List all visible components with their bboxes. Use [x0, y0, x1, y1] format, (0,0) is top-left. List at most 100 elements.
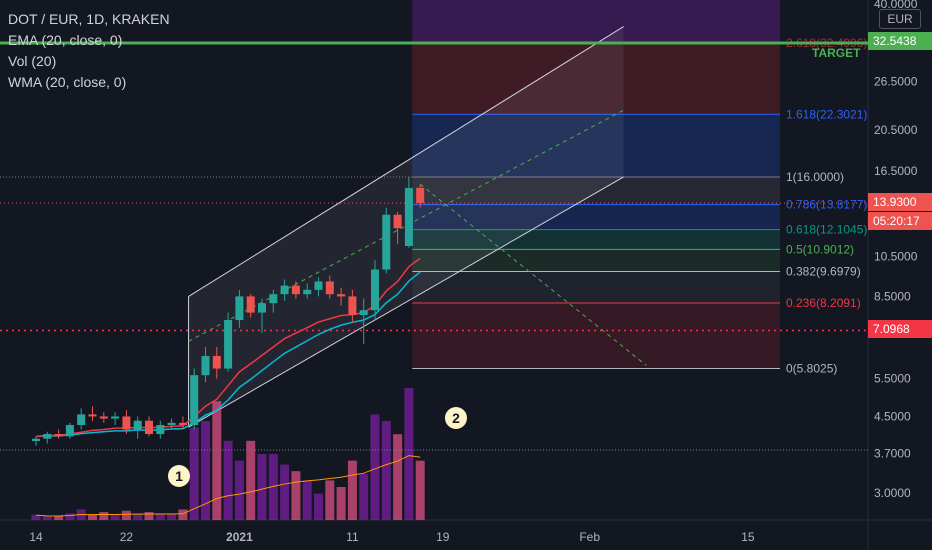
candle-body [99, 416, 108, 419]
candle-body [190, 375, 199, 426]
volume-bar [370, 414, 380, 520]
candle-body [212, 355, 221, 369]
chart-legend: DOT / EUR, 1D, KRAKEN EMA (20, close, 0)… [8, 9, 170, 93]
candle-body [246, 296, 255, 313]
candle-body [133, 420, 142, 430]
volume-bar [381, 421, 391, 520]
wma-indicator-label[interactable]: WMA (20, close, 0) [8, 74, 127, 90]
fib-zone-2.618 [412, 43, 780, 115]
channel-median-line [188, 109, 624, 342]
volume-bar [325, 480, 335, 520]
price-axis-tick: 5.5000 [874, 372, 911, 386]
last-price-tag: 13.9300 [868, 193, 932, 211]
volume-bar [201, 421, 210, 520]
fib-zone-0.5 [412, 249, 780, 272]
support-price-tag: 7.0968 [868, 320, 932, 338]
volume-bar [223, 440, 233, 520]
volume-ma-line [35, 455, 421, 517]
fib-zone-1 [412, 176, 780, 205]
volume-bar [65, 513, 75, 520]
candle-body [201, 355, 210, 376]
volume-bar [167, 513, 177, 520]
price-axis-tick: 8.5000 [874, 289, 911, 303]
fib-zone-top [412, 0, 780, 44]
annotation-marker-2: 2 [445, 407, 467, 429]
fib-level-label-0.382: 0.382(9.6979) [786, 265, 861, 279]
candle-body [325, 281, 334, 295]
time-axis-tick: 19 [436, 530, 450, 544]
time-axis-tick: 15 [741, 530, 755, 544]
channel-upper-line [188, 26, 624, 297]
volume-bar [404, 388, 414, 520]
candle-body [416, 187, 425, 204]
volume-bar [54, 516, 64, 520]
candle-body [43, 434, 52, 439]
volume-bar [88, 514, 97, 520]
price-axis-tick: 20.5000 [874, 123, 918, 137]
candle-body [269, 294, 278, 304]
volume-bar [144, 512, 154, 520]
fib-level-label-0.618: 0.618(12.1045) [786, 223, 867, 237]
candle-body [382, 214, 391, 270]
candle-body [371, 269, 379, 311]
candle-body [404, 187, 413, 247]
candle-body [178, 422, 187, 426]
candle-body [303, 289, 312, 295]
volume-bar [257, 454, 267, 520]
candle-body [280, 285, 289, 295]
candle-body [156, 425, 165, 435]
volume-bar [246, 440, 256, 520]
volume-bar [42, 516, 52, 520]
price-axis-tick: 26.5000 [874, 75, 918, 89]
candle-body [235, 296, 244, 321]
volume-bar [133, 513, 143, 520]
candle-body [224, 320, 233, 369]
candle-body [359, 310, 368, 316]
volume-bar [178, 509, 188, 520]
price-axis-tick: 3.7000 [874, 446, 911, 460]
symbol-title[interactable]: DOT / EUR, 1D, KRAKEN [8, 11, 170, 27]
fib-level-label-0.236: 0.236(8.2091) [786, 296, 861, 310]
time-axis-tick: 22 [120, 530, 134, 544]
candle-body [291, 285, 300, 295]
candle-body [77, 414, 86, 426]
volume-bar [268, 454, 278, 520]
price-axis-panel [868, 0, 932, 550]
volume-bar [393, 434, 403, 520]
currency-selector[interactable]: EUR [879, 9, 921, 29]
fib-level-label-0.5: 0.5(10.9012) [786, 242, 854, 256]
volume-bar [359, 473, 369, 520]
candle-body [88, 414, 97, 417]
time-axis-tick: 2021 [226, 530, 253, 544]
ema-line [35, 271, 421, 438]
volume-bar [234, 460, 244, 520]
volume-bar [212, 401, 222, 520]
price-axis-tick: 16.5000 [874, 164, 918, 178]
fib-zone-1.618 [412, 114, 780, 177]
volume-bar [99, 512, 109, 520]
candle-body [393, 214, 402, 229]
target-label: TARGET [812, 46, 861, 60]
fib-zone-0.786 [412, 204, 780, 230]
time-axis-tick: Feb [579, 530, 600, 544]
volume-bar [314, 493, 323, 520]
fib-zone-0.618 [412, 229, 780, 250]
candle-body [167, 422, 176, 426]
candle-body [54, 434, 63, 437]
ema-indicator-label[interactable]: EMA (20, close, 0) [8, 32, 123, 48]
volume-indicator-label[interactable]: Vol (20) [8, 53, 57, 69]
fib-level-label-0: 0(5.8025) [786, 361, 837, 375]
candle-body [111, 416, 120, 419]
volume-bar [189, 427, 199, 520]
volume-bar [291, 471, 301, 520]
volume-bar [302, 480, 312, 520]
price-axis-tick: 10.5000 [874, 249, 918, 263]
volume-bar [347, 460, 357, 520]
candle-body [337, 294, 346, 297]
annotation-marker-1: 1 [168, 465, 190, 487]
target-price-tag: 32.5438 [868, 32, 932, 50]
time-axis-tick: 14 [29, 530, 43, 544]
candle-body [314, 281, 323, 290]
price-axis-tick: 3.0000 [874, 486, 911, 500]
